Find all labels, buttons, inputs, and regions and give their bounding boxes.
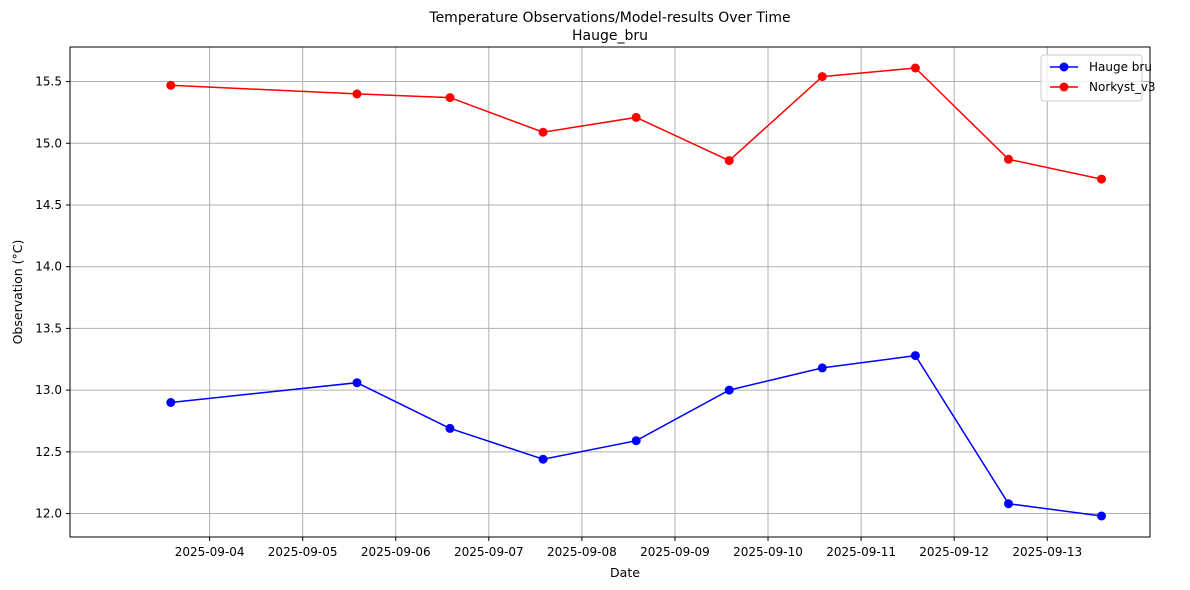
y-tick-label: 12.0 — [35, 507, 62, 521]
legend-label-hauge-bru: Hauge bru — [1089, 60, 1152, 74]
y-tick-label: 12.5 — [35, 445, 62, 459]
plot-frame — [69, 46, 1151, 538]
chart-subtitle: Hauge_bru — [572, 28, 648, 44]
data-point-norkyst-v3 — [445, 93, 455, 103]
data-point-norkyst-v3 — [817, 72, 827, 82]
data-point-norkyst-v3 — [724, 156, 734, 166]
series-line-norkyst-v3 — [170, 67, 1102, 180]
chart-title: Temperature Observations/Model-results O… — [428, 10, 790, 26]
data-point-norkyst-v3 — [1004, 154, 1013, 164]
y-tick-label: 13.5 — [35, 321, 62, 335]
legend: Hauge bru Norkyst_v3 — [1040, 54, 1156, 102]
legend-entry-norkyst-v3: Norkyst_v3 — [1050, 80, 1156, 94]
data-series — [166, 63, 1106, 521]
x-tick-label: 2025-09-12 — [919, 545, 989, 559]
data-point-hauge-bru — [631, 436, 641, 446]
y-axis-label: Observation (°C) — [10, 240, 25, 345]
data-point-hauge-bru — [1097, 511, 1106, 521]
y-tick-label: 13.0 — [35, 383, 62, 397]
x-tick-label: 2025-09-08 — [547, 545, 617, 559]
data-point-norkyst-v3 — [538, 127, 548, 137]
data-point-norkyst-v3 — [910, 63, 920, 73]
y-tick-label: 14.5 — [35, 198, 62, 212]
legend-entry-hauge-bru: Hauge bru — [1050, 60, 1152, 74]
data-point-hauge-bru — [817, 363, 827, 373]
grid-lines — [70, 47, 1150, 537]
x-tick-label: 2025-09-04 — [175, 545, 245, 559]
data-point-norkyst-v3 — [352, 89, 362, 99]
legend-marker-hauge-bru — [1059, 62, 1069, 72]
legend-label-norkyst-v3: Norkyst_v3 — [1089, 80, 1156, 94]
x-tick-label: 2025-09-11 — [826, 545, 896, 559]
data-point-hauge-bru — [910, 351, 920, 361]
data-point-norkyst-v3 — [166, 80, 176, 90]
data-point-hauge-bru — [724, 385, 734, 395]
x-tick-label: 2025-09-05 — [268, 545, 338, 559]
data-point-norkyst-v3 — [1097, 174, 1106, 184]
axis-ticks: 2025-09-04 2025-09-05 2025-09-06 2025-09-07… — [35, 75, 1082, 559]
x-tick-label: 2025-09-06 — [361, 545, 431, 559]
x-tick-label: 2025-09-13 — [1012, 545, 1082, 559]
data-point-hauge-bru — [445, 423, 455, 433]
data-point-norkyst-v3 — [631, 112, 641, 122]
x-axis-label: Date — [610, 565, 640, 580]
x-tick-label: 2025-09-09 — [640, 545, 710, 559]
data-point-hauge-bru — [538, 454, 548, 464]
y-tick-label: 15.0 — [35, 136, 62, 150]
legend-marker-norkyst-v3 — [1059, 82, 1069, 92]
data-point-hauge-bru — [352, 378, 362, 388]
y-tick-label: 14.0 — [35, 260, 62, 274]
data-point-hauge-bru — [166, 398, 176, 407]
data-point-hauge-bru — [1004, 499, 1013, 509]
x-tick-label: 2025-09-07 — [454, 545, 524, 559]
series-line-hauge-bru — [170, 354, 1102, 517]
y-tick-label: 15.5 — [35, 75, 62, 89]
x-tick-label: 2025-09-10 — [733, 545, 803, 559]
